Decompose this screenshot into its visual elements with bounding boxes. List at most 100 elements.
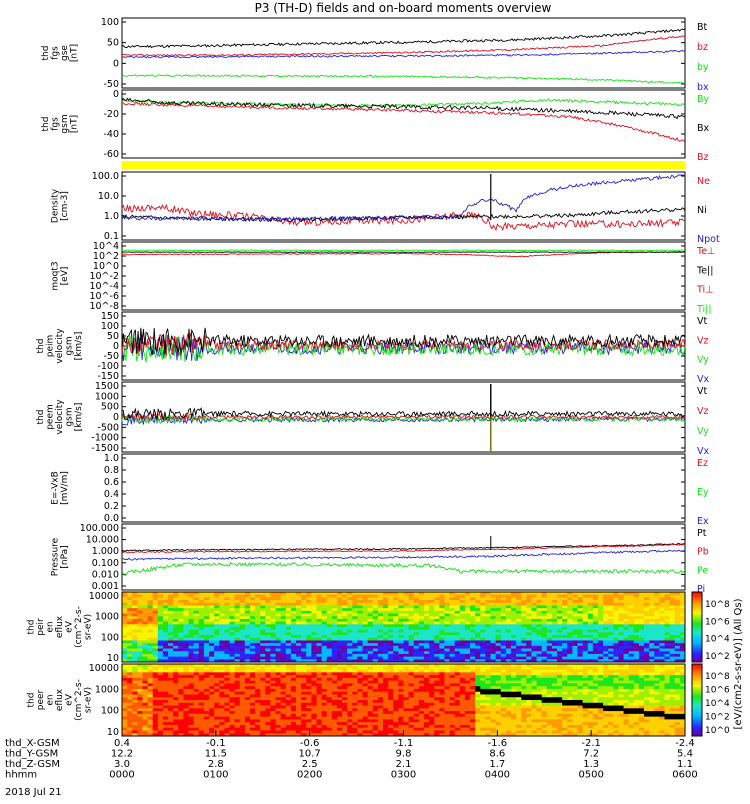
spectrogram-cell <box>465 694 471 697</box>
spectrogram-cell <box>465 689 471 692</box>
spectrogram-cell <box>209 692 215 695</box>
spectrogram-cell <box>665 600 671 603</box>
spectrogram-cell <box>229 719 235 722</box>
spectrogram-cell <box>608 616 614 619</box>
spectrogram-cell <box>281 624 287 627</box>
spectrogram-cell <box>337 605 343 608</box>
spectrogram-cell <box>521 622 527 625</box>
spectrogram-cell <box>306 622 312 625</box>
spectrogram-cell <box>306 689 312 692</box>
spectrogram-cell <box>398 616 404 619</box>
spectrogram-cell <box>235 708 241 711</box>
spectrogram-cell <box>311 630 317 633</box>
spectrogram-cell <box>122 624 128 627</box>
spectrogram-cell <box>378 605 384 608</box>
spectrogram-cell <box>270 722 276 725</box>
spectrogram-cell <box>480 670 486 673</box>
spectrogram-cell <box>618 627 624 630</box>
spectrogram-cell <box>378 703 384 706</box>
spectrogram-cell <box>127 646 133 649</box>
spectrogram-cell <box>409 597 415 600</box>
spectrogram-cell <box>383 638 389 641</box>
spectrogram-cell <box>332 646 338 649</box>
spectrogram-cell <box>235 689 241 692</box>
spectrogram-cell <box>178 643 184 646</box>
spectrogram-cell <box>383 635 389 638</box>
spectrogram-cell <box>460 608 466 611</box>
spectrogram-cell <box>465 635 471 638</box>
spectrogram-cell <box>557 597 563 600</box>
spectrogram-cell <box>306 649 312 652</box>
spectrogram-cell <box>322 622 328 625</box>
spectrogram-cell <box>557 624 563 627</box>
spectrogram-cell <box>250 725 256 728</box>
spectrogram-cell <box>204 711 210 714</box>
spectrogram-cell <box>357 706 363 709</box>
spectrogram-cell <box>455 675 461 678</box>
spectrogram-cell <box>245 632 251 635</box>
spectrogram-cell <box>608 640 614 643</box>
spectrogram-cell <box>199 619 205 622</box>
spectrogram-cell <box>624 608 630 611</box>
spectrogram-cell <box>250 711 256 714</box>
spectrogram-cell <box>460 728 466 731</box>
spectrogram-cell <box>260 632 266 635</box>
spectrogram-cell <box>419 635 425 638</box>
spectrogram-cell <box>316 640 322 643</box>
spectrogram-cell <box>189 714 195 717</box>
spectrogram-cell <box>194 675 200 678</box>
spectrogram-cell <box>224 697 230 700</box>
spectrogram-cell <box>383 694 389 697</box>
spectrogram-cell <box>327 722 333 725</box>
spectrogram-cell <box>311 730 317 733</box>
spectrogram-cell <box>219 597 225 600</box>
spectrogram-cell <box>327 703 333 706</box>
spectrogram-cell <box>224 692 230 695</box>
spectrogram-cell <box>229 706 235 709</box>
spectrogram-cell <box>465 703 471 706</box>
spectrogram-cell <box>444 697 450 700</box>
spectrogram-cell <box>429 683 435 686</box>
spectrogram-cell <box>665 595 671 598</box>
spectrogram-cell <box>644 630 650 633</box>
spectrogram-cell <box>342 597 348 600</box>
spectrogram-cell <box>455 600 461 603</box>
spectrogram-cell <box>332 694 338 697</box>
spectrogram-cell <box>163 616 169 619</box>
spectrogram-cell <box>470 725 476 728</box>
spectrogram-cell <box>363 675 369 678</box>
spectrogram-cell <box>204 686 210 689</box>
spectrogram-cell <box>511 614 517 617</box>
spectrogram-cell <box>434 697 440 700</box>
spectrogram-cell <box>357 600 363 603</box>
spectrogram-cell <box>414 616 420 619</box>
spectrogram-cell <box>286 627 292 630</box>
spectrogram-cell <box>245 619 251 622</box>
spectrogram-cell <box>654 605 660 608</box>
spectrogram-cell <box>460 681 466 684</box>
spectrogram-cell <box>485 635 491 638</box>
spectrogram-cell <box>311 706 317 709</box>
spectrogram-cell <box>322 643 328 646</box>
spectrogram-cell <box>537 624 543 627</box>
spectrogram-cell <box>670 614 676 617</box>
spectrogram-cell <box>316 608 322 611</box>
spectrogram-cell <box>301 614 307 617</box>
ytick-label: 10.000 <box>86 535 119 546</box>
spectrogram-cell <box>163 643 169 646</box>
spectrogram-cell <box>424 708 430 711</box>
spectrogram-cell <box>388 595 394 598</box>
spectrogram-cell <box>178 622 184 625</box>
spectrogram-cell <box>644 611 650 614</box>
spectrogram-cell <box>137 649 143 652</box>
spectrogram-cell <box>148 643 154 646</box>
spectrogram-cell <box>363 694 369 697</box>
spectrogram-cell <box>163 708 169 711</box>
spectrogram-cell <box>137 597 143 600</box>
spectrogram-cell <box>168 603 174 606</box>
spectrogram-cell <box>352 627 358 630</box>
spectrogram-cell <box>265 689 271 692</box>
spectrogram-cell <box>613 640 619 643</box>
spectrogram-cell <box>296 608 302 611</box>
spectrogram-cell <box>235 667 241 670</box>
